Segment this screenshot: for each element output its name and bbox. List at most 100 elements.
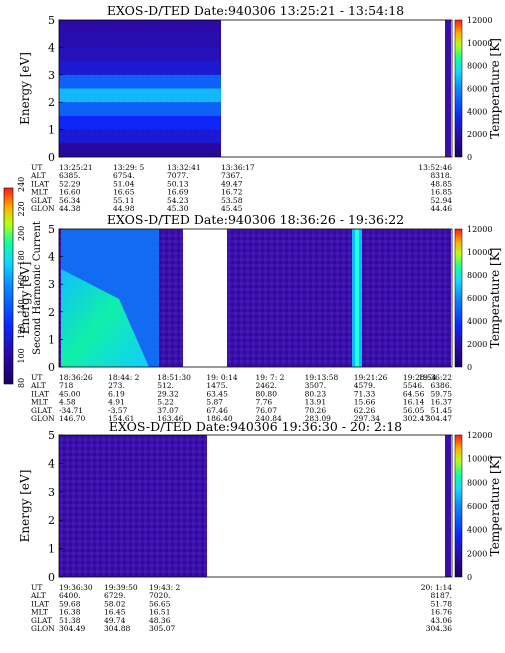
orbit-cell: 56.34 <box>59 196 81 205</box>
second-harmonic-label: Second Harmonic Current <box>32 221 43 355</box>
temperature-tick-label: 2000 <box>467 549 487 558</box>
orbit-cell: 16.14 <box>403 398 425 407</box>
orbit-cell: 44.46 <box>431 204 453 213</box>
orbit-row-label: ILAT <box>31 599 49 608</box>
heatmap-block <box>59 435 207 577</box>
orbit-cell: 512. <box>157 381 174 390</box>
second-harmonic-tick: 100 <box>17 348 26 363</box>
orbit-row-label: ALT <box>30 591 46 600</box>
panel-title: EXOS-D/TED Date:940306 13:25:21 - 13:54:… <box>107 3 404 18</box>
orbit-cell: 16.69 <box>167 188 189 197</box>
heatmap-block <box>445 20 451 157</box>
orbit-row-label: ILAT <box>31 179 49 188</box>
orbit-cell: 6386. <box>431 381 452 390</box>
temperature-colorbar <box>454 228 463 368</box>
orbit-cell: 53.58 <box>221 196 243 205</box>
orbit-cell: 3507. <box>305 381 326 390</box>
panel-title: EXOS-D/TED Date:940306 18:36:26 - 19:36:… <box>107 212 404 227</box>
heatmap-block <box>227 229 451 367</box>
orbit-row-label: GLAT <box>31 406 52 415</box>
orbit-cell: 718 <box>59 381 74 390</box>
orbit-cell: 16.45 <box>104 608 126 617</box>
orbit-cell: 4579. <box>354 381 375 390</box>
temperature-tick-label: 4000 <box>467 107 487 116</box>
temperature-tick-label: 4000 <box>467 526 487 535</box>
y-tick-label: 5 <box>48 14 55 27</box>
y-tick-label: 1 <box>48 543 55 556</box>
y-tick-label: 0 <box>48 361 55 374</box>
orbit-cell: 71.33 <box>354 389 376 398</box>
orbit-cell: 163.46 <box>157 414 183 423</box>
orbit-cell: 48.85 <box>431 179 453 188</box>
orbit-cell: 55.11 <box>113 196 134 205</box>
orbit-cell: 45.30 <box>167 204 189 213</box>
y-tick-label: 5 <box>48 429 55 442</box>
heatmap-block <box>445 435 451 577</box>
orbit-cell: 16.38 <box>59 608 81 617</box>
y-axis-label: Energy [eV] <box>18 470 32 543</box>
orbit-cell: 13.91 <box>305 398 326 407</box>
y-axis-label: Energy [eV] <box>18 262 32 335</box>
orbit-cell: 5546. <box>403 381 424 390</box>
orbit-row-label: ILAT <box>31 389 49 398</box>
orbit-table: UTALTILATMLTGLATGLON19:36:306400.59.6816… <box>30 583 452 633</box>
orbit-cell: 146.70 <box>59 414 85 423</box>
orbit-cell: 6400. <box>59 591 80 600</box>
orbit-cell: 80.80 <box>256 389 278 398</box>
temperature-colorbar <box>454 19 463 158</box>
orbit-cell: 16.60 <box>59 188 81 197</box>
temperature-label: Temperature [K] <box>488 38 502 139</box>
orbit-cell: 58.02 <box>104 599 126 608</box>
orbit-cell: 19: 7: 2 <box>256 373 285 382</box>
orbit-cell: 56.05 <box>403 406 425 415</box>
orbit-cell: 50.13 <box>167 179 189 188</box>
orbit-row-label: MLT <box>31 188 48 197</box>
energy-band <box>59 61 221 75</box>
orbit-cell: 16.51 <box>149 608 170 617</box>
orbit-row-label: ALT <box>30 171 46 180</box>
orbit-cell: 16.72 <box>221 188 243 197</box>
y-tick-label: 3 <box>48 486 55 499</box>
orbit-cell: 20: 1:14 <box>421 583 453 592</box>
temperature-tick-label: 10000 <box>467 455 492 464</box>
orbit-cell: 16.85 <box>431 188 453 197</box>
orbit-cell: 19:28:54 <box>403 373 437 382</box>
orbit-cell: 44.38 <box>59 204 81 213</box>
panel-1: EXOS-D/TED Date:940306 13:25:21 - 13:54:… <box>18 3 502 213</box>
orbit-row-label: UT <box>31 163 42 172</box>
orbit-cell: 51.45 <box>431 406 453 415</box>
orbit-cell: 1475. <box>206 381 227 390</box>
orbit-cell: 51.78 <box>431 599 453 608</box>
heatmap <box>59 229 451 367</box>
second-harmonic-tick: 220 <box>17 201 26 216</box>
temperature-tick-label: 6000 <box>467 294 487 303</box>
temperature-tick-label: 12000 <box>467 431 492 440</box>
temperature-tick-label: 10000 <box>467 248 492 257</box>
temperature-colorbar <box>454 434 463 578</box>
orbit-cell: 49.47 <box>221 179 243 188</box>
orbit-cell: 67.46 <box>206 406 228 415</box>
orbit-cell: 29.32 <box>157 389 179 398</box>
heatmap <box>59 435 451 577</box>
orbit-cell: 7020. <box>149 591 170 600</box>
orbit-cell: 304.47 <box>426 414 452 423</box>
orbit-cell: 283.09 <box>305 414 331 423</box>
orbit-cell: 15.66 <box>354 398 376 407</box>
orbit-cell: 302.47 <box>403 414 429 423</box>
panel-title: EXOS-D/TED Date:940306 19:36:30 - 20: 2:… <box>109 419 402 434</box>
energy-band <box>59 33 221 48</box>
orbit-cell: 59.68 <box>59 599 81 608</box>
orbit-cell: 304.88 <box>104 624 130 633</box>
energy-band <box>59 20 221 34</box>
orbit-cell: 4.58 <box>59 398 76 407</box>
y-tick-label: 4 <box>48 457 55 470</box>
y-tick-label: 0 <box>48 571 55 584</box>
orbit-cell: 304.49 <box>59 624 85 633</box>
y-tick-label: 4 <box>48 41 55 54</box>
plot-frame <box>58 19 453 158</box>
orbit-cell: 48.36 <box>149 616 171 625</box>
orbit-cell: -3.57 <box>108 406 127 415</box>
orbit-cell: 16.37 <box>431 398 453 407</box>
orbit-cell: 4.91 <box>108 398 125 407</box>
y-tick-label: 2 <box>48 514 55 527</box>
